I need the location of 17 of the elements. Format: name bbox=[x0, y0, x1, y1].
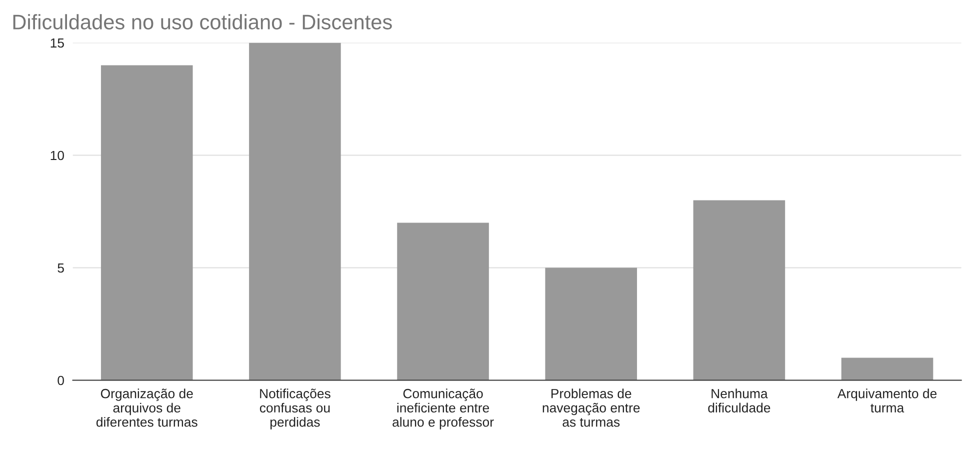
x-tick-label: Nenhuma dificuldade bbox=[708, 388, 770, 412]
bar bbox=[249, 42, 341, 380]
bar bbox=[545, 268, 637, 380]
bar bbox=[841, 358, 934, 380]
y-tick-label: 0 bbox=[58, 376, 64, 386]
y-tick-label: 15 bbox=[50, 38, 64, 48]
x-tick-label: Arquivamento de turma bbox=[837, 388, 937, 412]
x-tick-label: Notificações confusas ou perdidas bbox=[260, 388, 330, 430]
bar bbox=[100, 65, 193, 380]
x-tick-label: Organização de arquivos de diferentes turmas bbox=[96, 388, 198, 427]
x-tick-label: Problemas de navegação entre as turmas bbox=[542, 388, 640, 427]
y-tick-label: 5 bbox=[58, 263, 64, 273]
bar bbox=[693, 200, 786, 380]
chart-title: Dificuldades no uso cotidiano - Discentes bbox=[13, 14, 392, 30]
y-tick-label: 10 bbox=[50, 150, 64, 160]
bar bbox=[397, 222, 489, 380]
x-tick-label: Comunicação ineficiente entre aluno e professor bbox=[392, 388, 494, 430]
